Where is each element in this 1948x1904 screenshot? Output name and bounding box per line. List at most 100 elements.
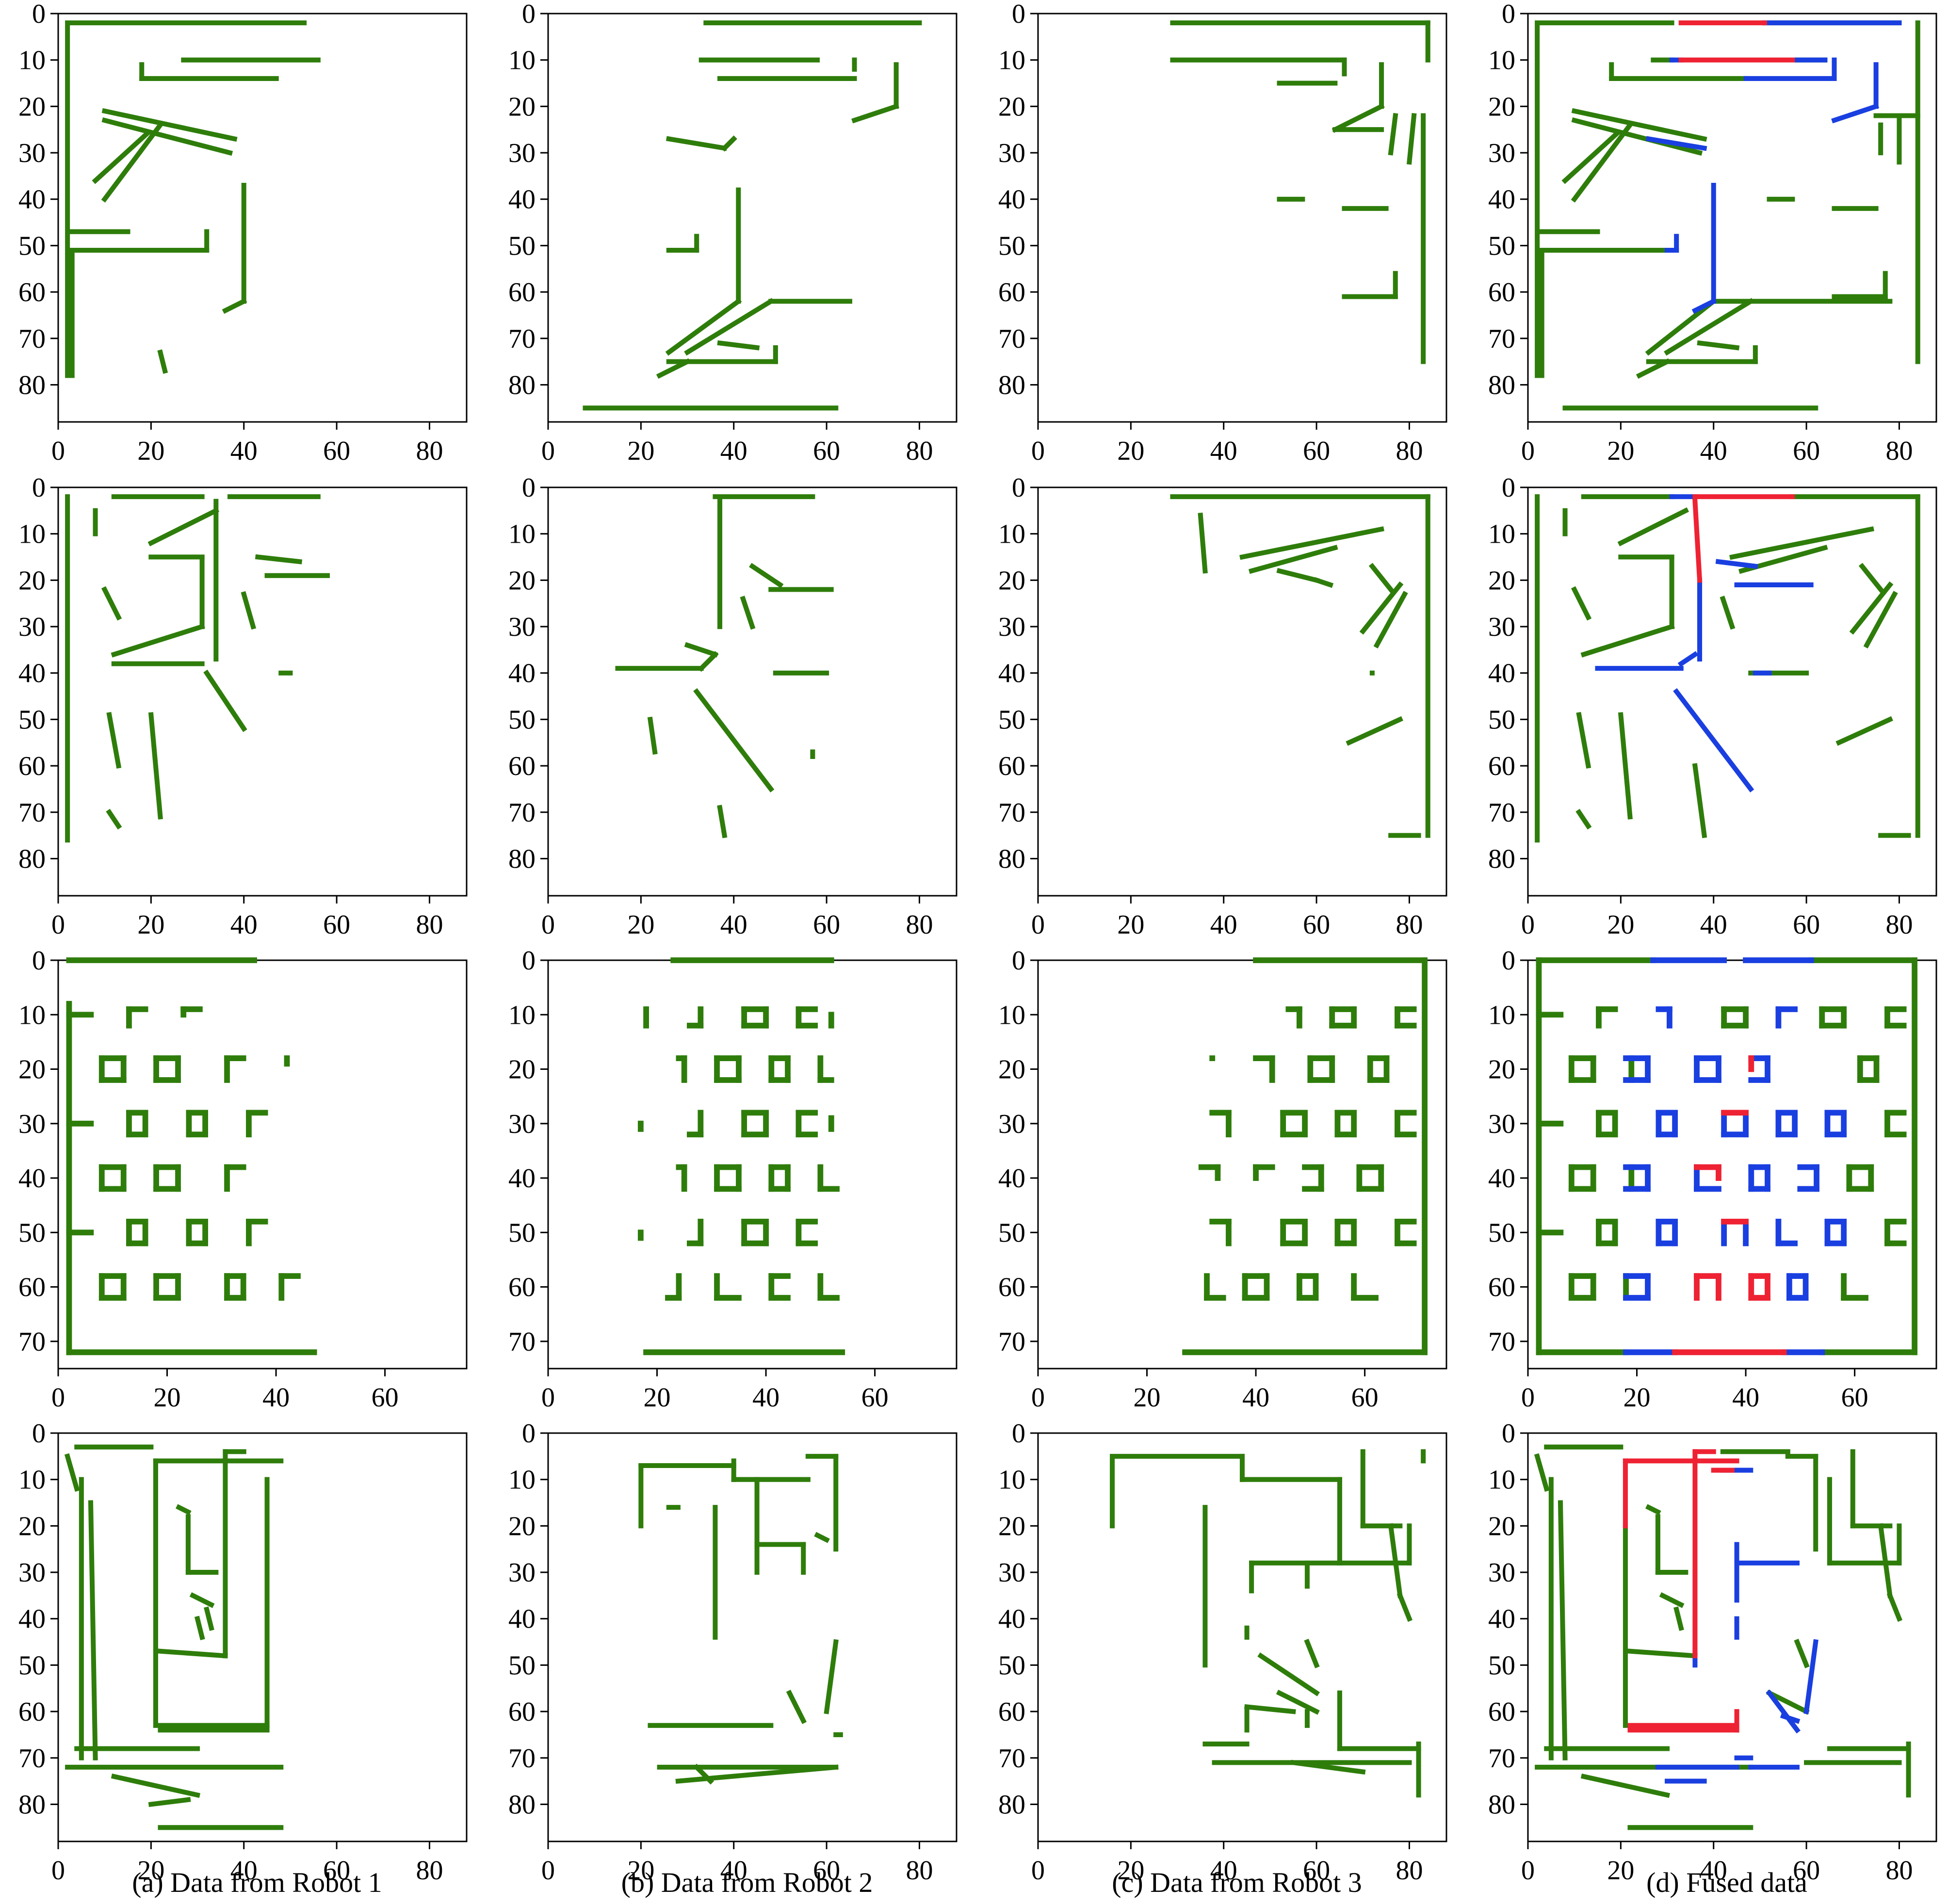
y-tick-label: 60 [998,1697,1025,1727]
y-tick-label: 30 [18,138,46,168]
y-tick-label: 20 [1488,565,1515,596]
green-wall-segment [666,136,728,151]
x-tick-label: 40 [230,910,258,940]
y-tick-label: 60 [1488,277,1515,307]
panel-r4-b: 0 20 40 60 80 0 10 20 30 40 50 60 70 80 [508,1419,958,1886]
x-tick-label: 20 [1117,910,1144,940]
y-tick-label: 50 [1488,1218,1515,1248]
y-tick-label: 70 [508,1327,536,1357]
y-tick-label: 30 [508,612,536,642]
y-tick-label: 0 [1502,1419,1515,1449]
y-tick-label: 70 [1488,798,1515,828]
y-tick-label: 10 [18,46,46,76]
green-wall-segment [1664,298,1754,356]
y-tick-label: 80 [1488,844,1515,874]
x-tick-label: 60 [813,910,840,940]
y-tick-label: 0 [32,473,46,503]
y-tick-label: 60 [18,751,46,781]
green-wall-segment [749,563,784,588]
panel-r3-d: 0 20 40 60 0 10 20 30 40 50 60 70 [1488,946,1937,1413]
green-wall-segment [824,1639,839,1714]
y-tick-label: 0 [1012,946,1025,976]
y-tick-label: 0 [1012,473,1025,503]
panel-frame [1037,959,1447,1370]
green-wall-segment [1368,563,1395,593]
y-tick-label: 80 [18,844,46,874]
y-tick-label: 0 [522,946,536,976]
green-wall-segment [88,1500,98,1760]
green-wall-segment [101,121,164,203]
x-tick-label: 20 [1117,1856,1144,1886]
y-tick-label: 30 [18,1558,46,1588]
y-tick-label: 50 [508,1650,536,1680]
green-wall-segment [204,1606,214,1631]
y-tick-label: 20 [998,92,1025,122]
caption-d: (d) Fused data [1646,1867,1807,1898]
y-tick-label: 60 [1488,1273,1515,1303]
y-tick-label: 70 [1488,1327,1515,1357]
green-wall-segment [1645,1504,1661,1516]
panel-r1-b: 0 20 40 60 80 0 10 20 30 40 50 60 70 80 [508,0,958,466]
green-wall-segment [1571,121,1634,203]
y-tick-label: 60 [998,751,1025,781]
green-wall-segment [1618,712,1633,820]
x-tick-label: 0 [1031,1383,1045,1413]
x-tick-label: 0 [1521,1383,1535,1413]
x-tick-label: 0 [541,1383,555,1413]
green-wall-segment [1313,577,1334,588]
y-tick-label: 50 [508,231,536,261]
panel-frame [57,13,468,423]
green-wall-segment [148,712,163,820]
y-tick-label: 50 [998,1650,1025,1680]
x-tick-label: 20 [137,1856,164,1886]
panel-frame [547,13,958,423]
y-tick-label: 0 [1502,473,1515,503]
y-tick-label: 50 [1488,231,1515,261]
panel-r2-a: 0 20 40 60 80 0 10 20 30 40 50 60 70 80 [18,473,468,940]
y-tick-label: 30 [1488,612,1515,642]
y-tick-label: 10 [18,1000,46,1030]
y-tick-label: 10 [508,1000,536,1030]
x-tick-label: 40 [1210,910,1237,940]
x-tick-label: 0 [51,910,65,940]
x-tick-label: 80 [906,910,933,940]
y-tick-label: 40 [998,1163,1025,1194]
red-wall-segment [1692,499,1703,583]
y-tick-label: 50 [998,705,1025,735]
x-tick-label: 0 [1521,436,1535,466]
x-tick-label: 20 [627,910,654,940]
caption-c: (c) Data from Robot 3 [1112,1867,1362,1898]
y-tick-label: 0 [1012,0,1025,29]
green-wall-segment [1858,563,1884,593]
x-tick-label: 60 [1793,436,1820,466]
y-tick-label: 40 [508,659,536,689]
y-tick-label: 60 [998,1273,1025,1303]
y-tick-label: 80 [508,844,536,874]
y-tick-label: 60 [998,277,1025,307]
green-wall-segment [1198,512,1208,574]
y-tick-label: 30 [998,1558,1025,1588]
panel-frame [1527,13,1937,423]
green-wall-segment [717,805,728,839]
x-tick-label: 60 [813,436,840,466]
green-wall-segment [1576,712,1591,769]
x-tick-label: 20 [137,910,164,940]
green-wall-segment [101,586,122,621]
x-tick-label: 80 [416,1856,443,1886]
x-tick-label: 20 [1607,910,1634,940]
y-tick-label: 50 [1488,705,1515,735]
x-tick-label: 40 [720,910,747,940]
y-tick-label: 60 [508,1273,536,1303]
blue-wall-segment [1780,1713,1801,1724]
panel-r4-d: 0 20 40 60 80 0 10 20 30 40 50 60 70 80 [1488,1419,1937,1886]
x-tick-label: 20 [1623,1383,1651,1413]
x-tick-label: 60 [323,1856,350,1886]
y-tick-label: 30 [1488,138,1515,168]
y-tick-label: 0 [32,1419,46,1449]
x-tick-label: 0 [51,1383,65,1413]
panel-r4-a: 0 20 40 60 80 0 10 20 30 40 50 60 70 80 [18,1419,468,1886]
green-wall-segment [851,103,899,124]
caption-b: (b) Data from Robot 2 [621,1867,873,1898]
panel-r2-d: 0 20 40 60 80 0 10 20 30 40 50 60 70 80 [1488,473,1937,940]
green-wall-segment [92,130,150,184]
